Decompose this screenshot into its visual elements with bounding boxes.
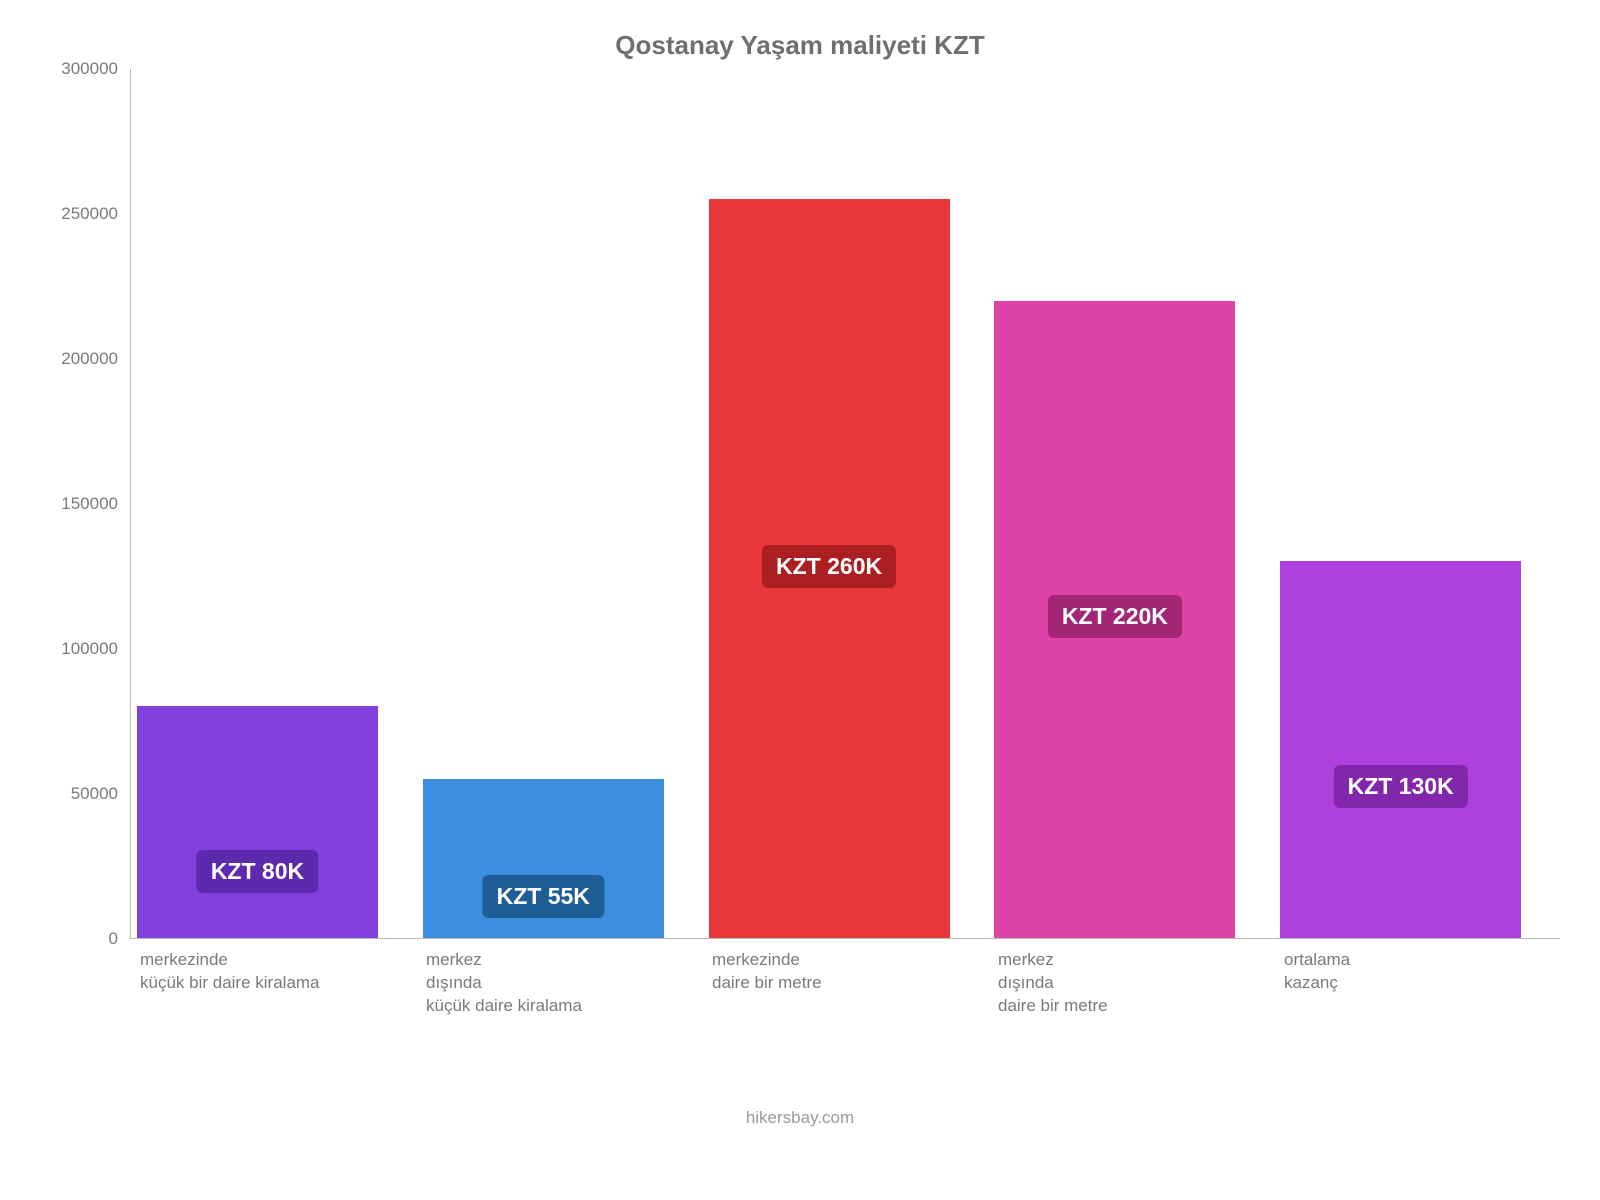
- bar-slot: KZT 220K: [988, 69, 1274, 938]
- plot-row: 050000100000150000200000250000300000 KZT…: [40, 69, 1560, 939]
- y-tick: 100000: [61, 639, 118, 659]
- attribution: hikersbay.com: [40, 1108, 1560, 1128]
- x-tick: merkezindeküçük bir daire kiralama: [130, 949, 416, 1018]
- chart-title: Qostanay Yaşam maliyeti KZT: [40, 30, 1560, 61]
- x-tick-line: dışında: [426, 972, 696, 995]
- y-axis: 050000100000150000200000250000300000: [40, 69, 130, 939]
- x-tick: ortalamakazanç: [1274, 949, 1560, 1018]
- bar-slot: KZT 55K: [417, 69, 703, 938]
- bar: KZT 80K: [137, 706, 378, 938]
- x-tick-line: küçük daire kiralama: [426, 995, 696, 1018]
- x-tick-line: ortalama: [1284, 949, 1554, 972]
- x-tick-line: merkezinde: [140, 949, 410, 972]
- x-tick-line: küçük bir daire kiralama: [140, 972, 410, 995]
- bar-value-label: KZT 260K: [762, 545, 896, 588]
- x-tick: merkezindedaire bir metre: [702, 949, 988, 1018]
- x-tick-line: dışında: [998, 972, 1268, 995]
- bar: KZT 260K: [709, 199, 950, 938]
- bar-value-label: KZT 55K: [483, 875, 604, 918]
- bar-slot: KZT 260K: [703, 69, 989, 938]
- bars-group: KZT 80K KZT 55K KZT 260K KZT 220K KZT 130K: [131, 69, 1560, 938]
- bar: KZT 130K: [1280, 561, 1521, 938]
- bar-value-label: KZT 130K: [1334, 765, 1468, 808]
- y-tick: 150000: [61, 494, 118, 514]
- plot-area: KZT 80K KZT 55K KZT 260K KZT 220K KZT 130K: [130, 69, 1560, 939]
- y-tick: 200000: [61, 349, 118, 369]
- bar-slot: KZT 130K: [1274, 69, 1560, 938]
- x-tick: merkezdışındadaire bir metre: [988, 949, 1274, 1018]
- x-tick-line: merkez: [426, 949, 696, 972]
- bar-slot: KZT 80K: [131, 69, 417, 938]
- bar: KZT 220K: [994, 301, 1235, 938]
- y-tick: 250000: [61, 204, 118, 224]
- x-tick-line: daire bir metre: [998, 995, 1268, 1018]
- x-axis: merkezindeküçük bir daire kiralamamerkez…: [130, 949, 1560, 1018]
- x-tick-line: merkez: [998, 949, 1268, 972]
- bar-value-label: KZT 80K: [197, 850, 318, 893]
- x-tick-line: merkezinde: [712, 949, 982, 972]
- bar-value-label: KZT 220K: [1048, 595, 1182, 638]
- bar: KZT 55K: [423, 779, 664, 938]
- y-tick: 50000: [71, 784, 118, 804]
- x-tick-line: kazanç: [1284, 972, 1554, 995]
- x-tick: merkezdışındaküçük daire kiralama: [416, 949, 702, 1018]
- y-tick: 0: [109, 929, 118, 949]
- y-tick: 300000: [61, 59, 118, 79]
- chart-container: Qostanay Yaşam maliyeti KZT 0 50000 100000…: [0, 0, 1600, 1200]
- x-tick-line: daire bir metre: [712, 972, 982, 995]
